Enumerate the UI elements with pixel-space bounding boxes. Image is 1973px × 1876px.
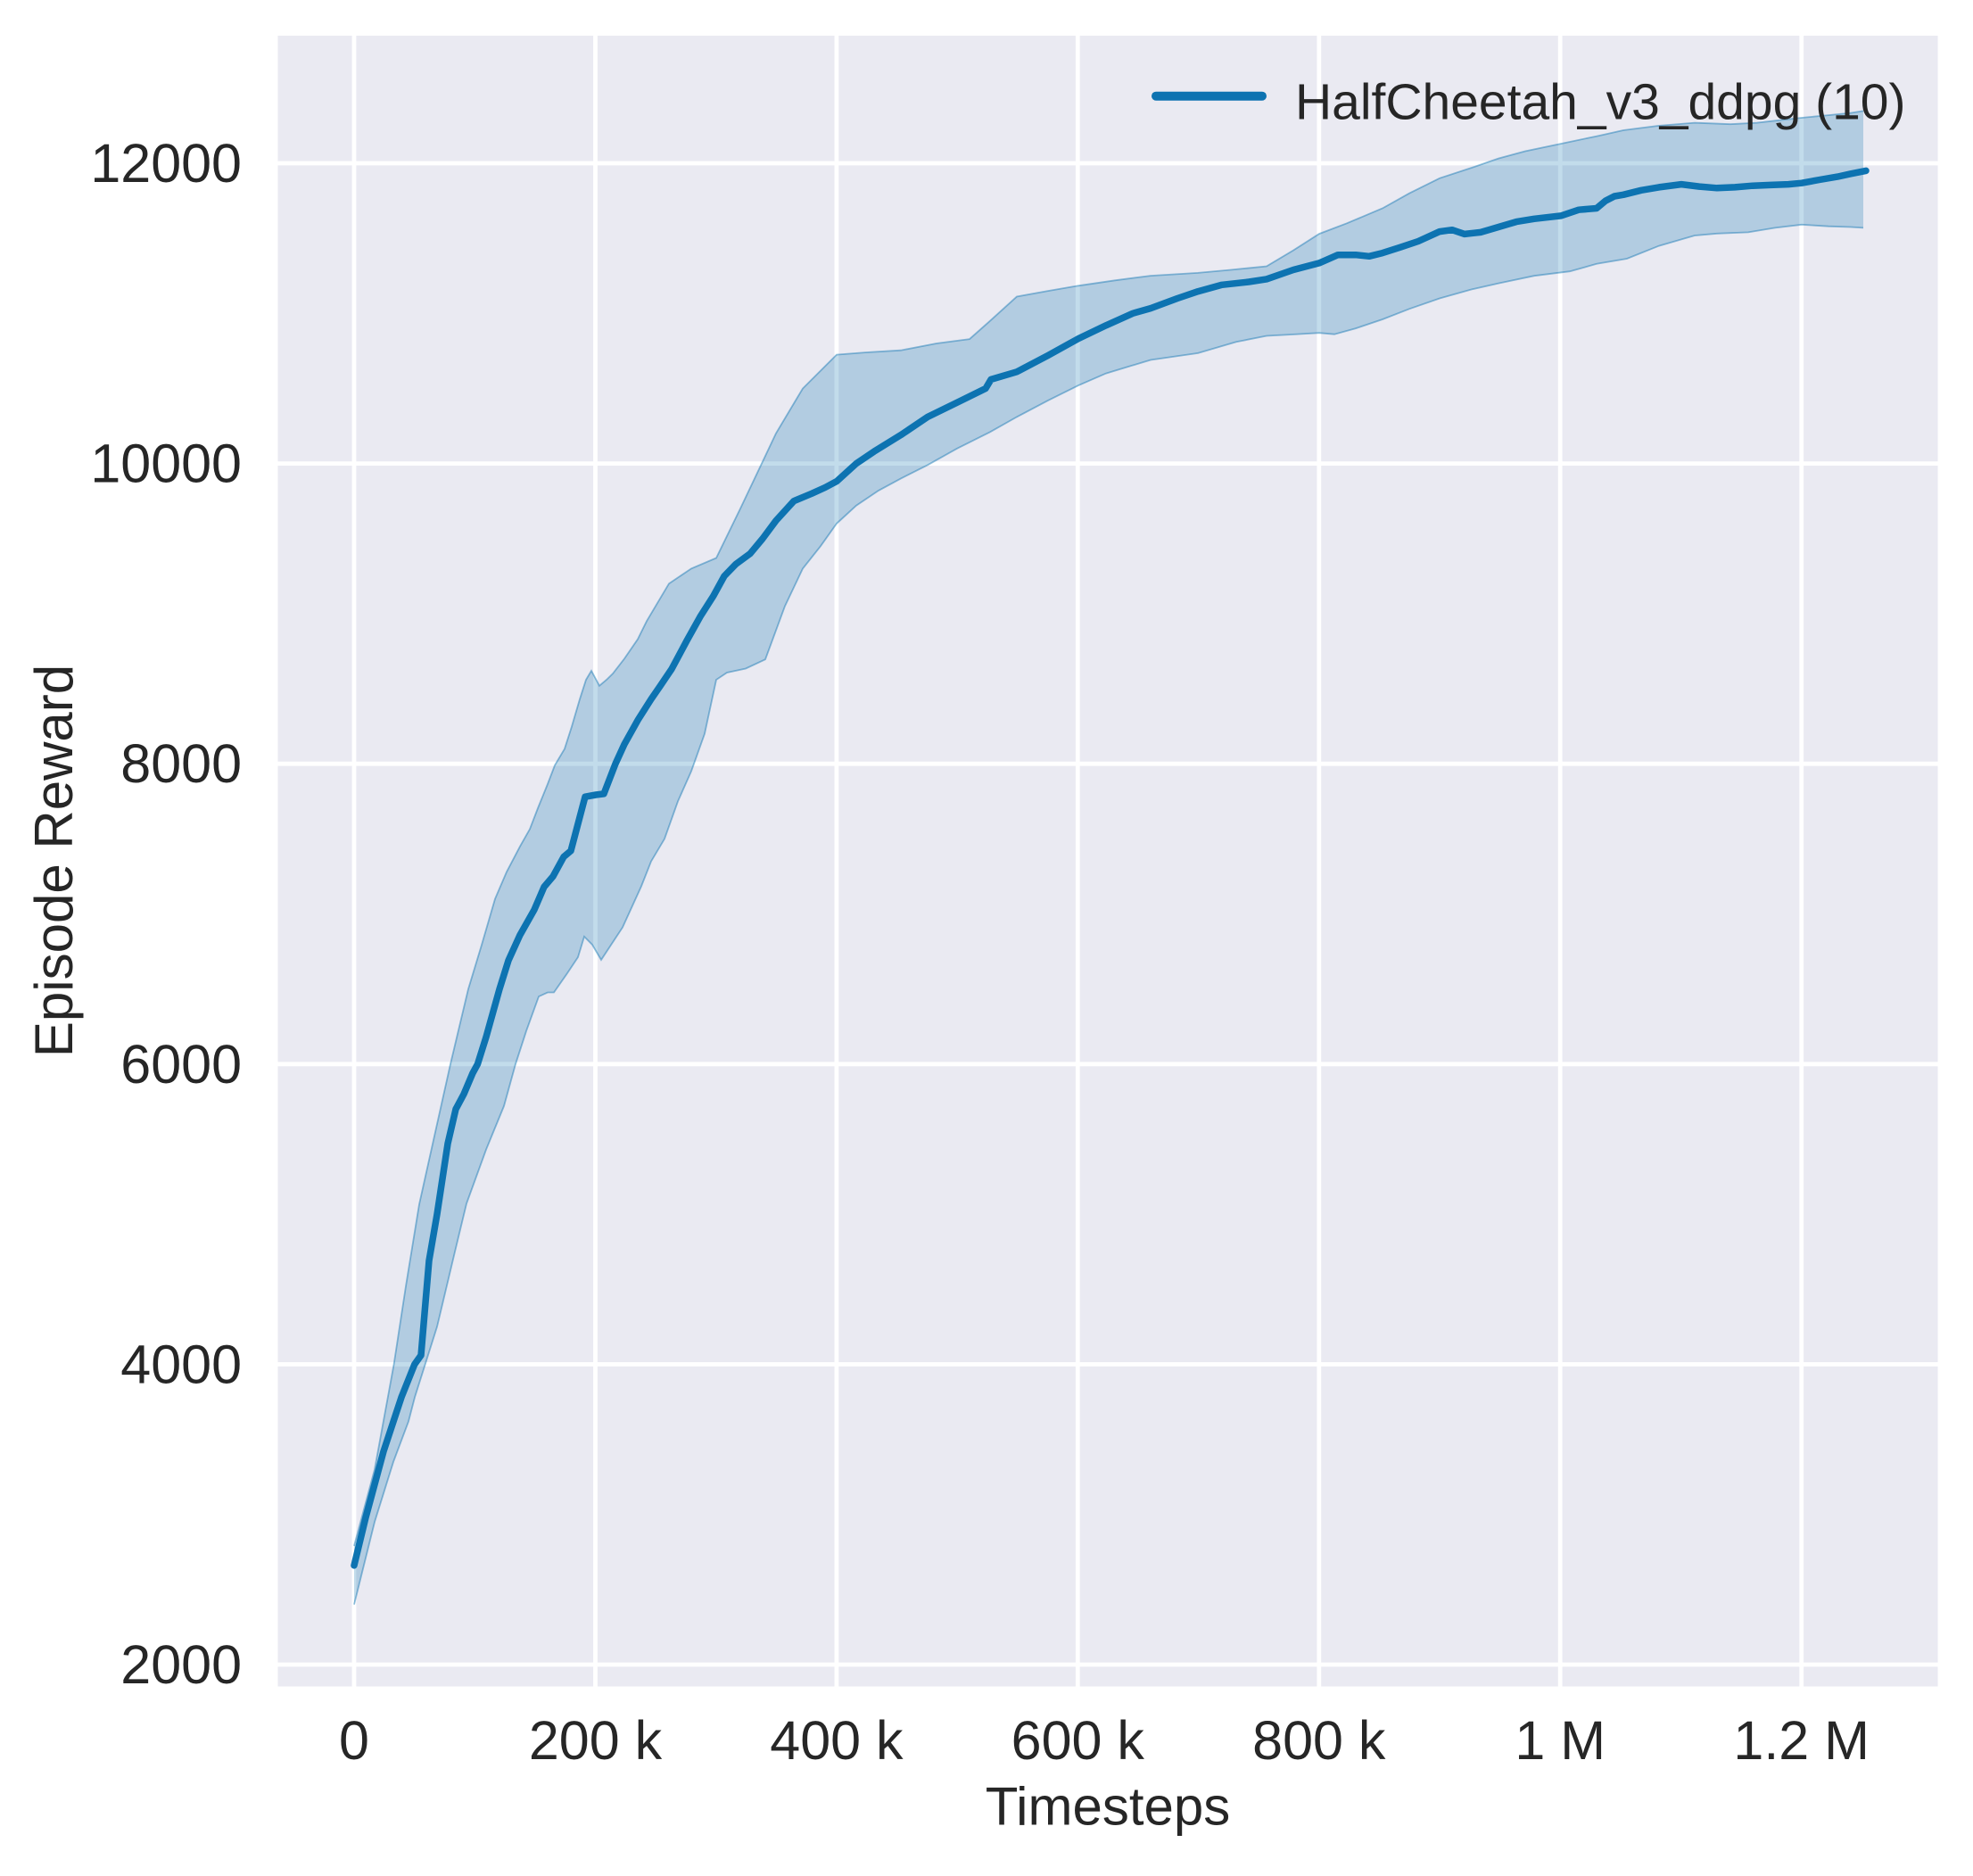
svg-text:200 k: 200 k	[529, 1710, 663, 1771]
svg-text:1.2 M: 1.2 M	[1733, 1710, 1870, 1771]
svg-text:HalfCheetah_v3_ddpg (10): HalfCheetah_v3_ddpg (10)	[1295, 74, 1905, 131]
svg-text:12000: 12000	[90, 133, 242, 194]
svg-text:0: 0	[339, 1710, 369, 1771]
svg-text:8000: 8000	[120, 733, 242, 794]
svg-text:Episode Reward: Episode Reward	[24, 665, 84, 1057]
svg-text:400 k: 400 k	[770, 1710, 904, 1771]
svg-text:6000: 6000	[120, 1034, 242, 1095]
svg-text:10000: 10000	[90, 434, 242, 494]
svg-text:Timesteps: Timesteps	[986, 1777, 1231, 1837]
svg-text:800 k: 800 k	[1252, 1710, 1386, 1771]
svg-text:2000: 2000	[120, 1634, 242, 1695]
svg-text:600 k: 600 k	[1011, 1710, 1145, 1771]
svg-text:4000: 4000	[120, 1334, 242, 1394]
svg-text:1 M: 1 M	[1515, 1710, 1606, 1771]
